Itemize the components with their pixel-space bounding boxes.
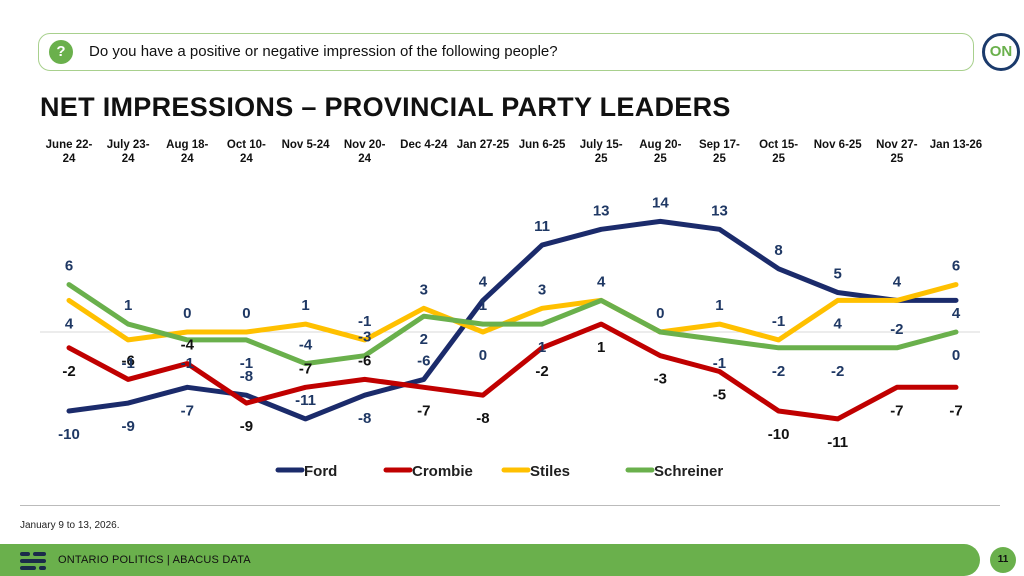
data-label-schreiner: 4 — [597, 273, 606, 290]
data-label-schreiner: 4 — [952, 305, 961, 322]
data-label-ford: -11 — [295, 392, 316, 409]
series-line-stiles — [66, 282, 959, 343]
data-label-schreiner: -1 — [713, 355, 726, 372]
date-label: Jan 13-26 — [929, 139, 983, 151]
data-label-stiles: -1 — [772, 313, 785, 330]
data-label-stiles: 3 — [420, 281, 428, 298]
data-label-ford: 11 — [534, 218, 550, 235]
data-label-schreiner: 6 — [65, 258, 73, 275]
data-label-ford: -8 — [240, 368, 253, 385]
data-label-schreiner: -3 — [358, 329, 371, 346]
data-label-schreiner: -2 — [831, 363, 844, 380]
data-label-schreiner: -1 — [181, 355, 194, 372]
data-label-crombie: -9 — [240, 418, 253, 435]
date-label: Nov 5-24 — [281, 139, 330, 151]
data-label-stiles: -1 — [121, 355, 134, 372]
data-label-crombie: -2 — [535, 363, 548, 380]
data-label-stiles: -1 — [358, 313, 371, 330]
data-label-schreiner: -4 — [299, 337, 313, 354]
date-label: Aug 20- 25 — [639, 139, 682, 165]
data-label-schreiner: -2 — [890, 321, 903, 338]
data-label-stiles: 3 — [538, 281, 546, 298]
data-label-ford: 5 — [834, 266, 842, 283]
footnote: January 9 to 13, 2026. — [20, 520, 120, 531]
date-label: Nov 27- 25 — [876, 139, 918, 165]
data-label-crombie: 1 — [597, 339, 605, 356]
series-line-ford — [66, 218, 959, 422]
page-title: NET IMPRESSIONS – PROVINCIAL PARTY LEADE… — [40, 92, 731, 122]
question-bar: ? Do you have a positive or negative imp… — [38, 33, 974, 71]
data-label-ford: -10 — [58, 426, 80, 443]
data-label-ford: 4 — [893, 273, 902, 290]
date-label: July 15- 25 — [579, 139, 623, 165]
data-label-stiles: 4 — [834, 315, 843, 332]
page-number: 11 — [990, 547, 1016, 573]
data-label-crombie: -8 — [476, 410, 489, 427]
data-label-crombie: -4 — [181, 337, 195, 354]
data-label-stiles: 1 — [301, 297, 309, 314]
date-label: Jan 27-25 — [456, 139, 510, 151]
abacus-logo-icon — [20, 552, 46, 570]
date-label: June 22- 24 — [45, 139, 93, 165]
data-label-stiles: 0 — [479, 347, 487, 364]
legend-label-crombie: Crombie — [412, 463, 473, 480]
legend-label-schreiner: Schreiner — [654, 463, 723, 480]
data-label-ford: 8 — [774, 242, 782, 259]
data-label-stiles: 6 — [952, 258, 960, 275]
date-label: Dec 4-24 — [400, 139, 448, 151]
data-label-stiles: 0 — [656, 305, 664, 322]
date-label: Jun 6-25 — [518, 139, 566, 151]
date-label: Oct 15- 25 — [759, 139, 799, 165]
divider — [20, 505, 1000, 506]
data-label-crombie: -11 — [827, 434, 848, 451]
date-label: Aug 18- 24 — [166, 139, 209, 165]
data-label-crombie: -7 — [417, 402, 430, 419]
series-line-crombie — [66, 321, 959, 422]
data-label-ford: -6 — [417, 352, 430, 369]
data-label-ford: 14 — [652, 194, 669, 211]
data-label-crombie: -2 — [62, 363, 75, 380]
date-label: Oct 10- 24 — [226, 139, 266, 165]
data-label-crombie: -7 — [299, 360, 312, 377]
question-text: Do you have a positive or negative impre… — [89, 43, 558, 60]
data-label-ford: 13 — [593, 202, 610, 219]
data-label-schreiner: 1 — [124, 297, 132, 314]
data-label-crombie: -3 — [654, 371, 667, 388]
legend-label-stiles: Stiles — [530, 463, 570, 480]
data-label-ford: -7 — [181, 402, 194, 419]
legend-label-ford: Ford — [304, 463, 337, 480]
question-bubble-icon: ? — [49, 40, 73, 64]
data-label-stiles: 1 — [715, 297, 723, 314]
series-line-schreiner — [66, 282, 959, 367]
date-label: July 23- 24 — [106, 139, 150, 165]
data-label-schreiner: -2 — [772, 363, 785, 380]
data-label-stiles: 0 — [242, 305, 250, 322]
data-label-ford: -8 — [358, 410, 371, 427]
data-label-crombie: -7 — [890, 402, 903, 419]
date-header-row: June 22- 24 July 23- 24 Aug 18- 24 Oct 10- … — [0, 138, 1024, 170]
data-label-ford: 4 — [479, 273, 488, 290]
data-label-ford: 13 — [711, 202, 728, 219]
data-label-stiles: 4 — [65, 315, 74, 332]
data-label-crombie: -6 — [121, 352, 134, 369]
footer-text: ONTARIO POLITICS | ABACUS DATA — [58, 554, 251, 566]
date-label: Nov 6-25 — [813, 139, 862, 151]
data-label-schreiner: 0 — [952, 347, 960, 364]
date-label: Nov 20- 24 — [343, 139, 386, 165]
data-label-crombie: -5 — [713, 387, 726, 404]
data-label-crombie: -10 — [768, 426, 790, 443]
data-label-schreiner: -1 — [240, 355, 253, 372]
data-label-ford: -9 — [121, 418, 134, 435]
data-label-crombie: -7 — [949, 402, 962, 419]
footer-bar: ONTARIO POLITICS | ABACUS DATA — [0, 544, 980, 576]
date-label: Sep 17- 25 — [698, 139, 740, 165]
data-label-schreiner: 1 — [538, 339, 546, 356]
data-label-schreiner: 1 — [479, 297, 487, 314]
data-label-stiles: 0 — [183, 305, 191, 322]
data-label-crombie: -6 — [358, 352, 371, 369]
data-label-schreiner: 2 — [420, 331, 428, 348]
on-logo-icon: ON — [982, 33, 1020, 71]
